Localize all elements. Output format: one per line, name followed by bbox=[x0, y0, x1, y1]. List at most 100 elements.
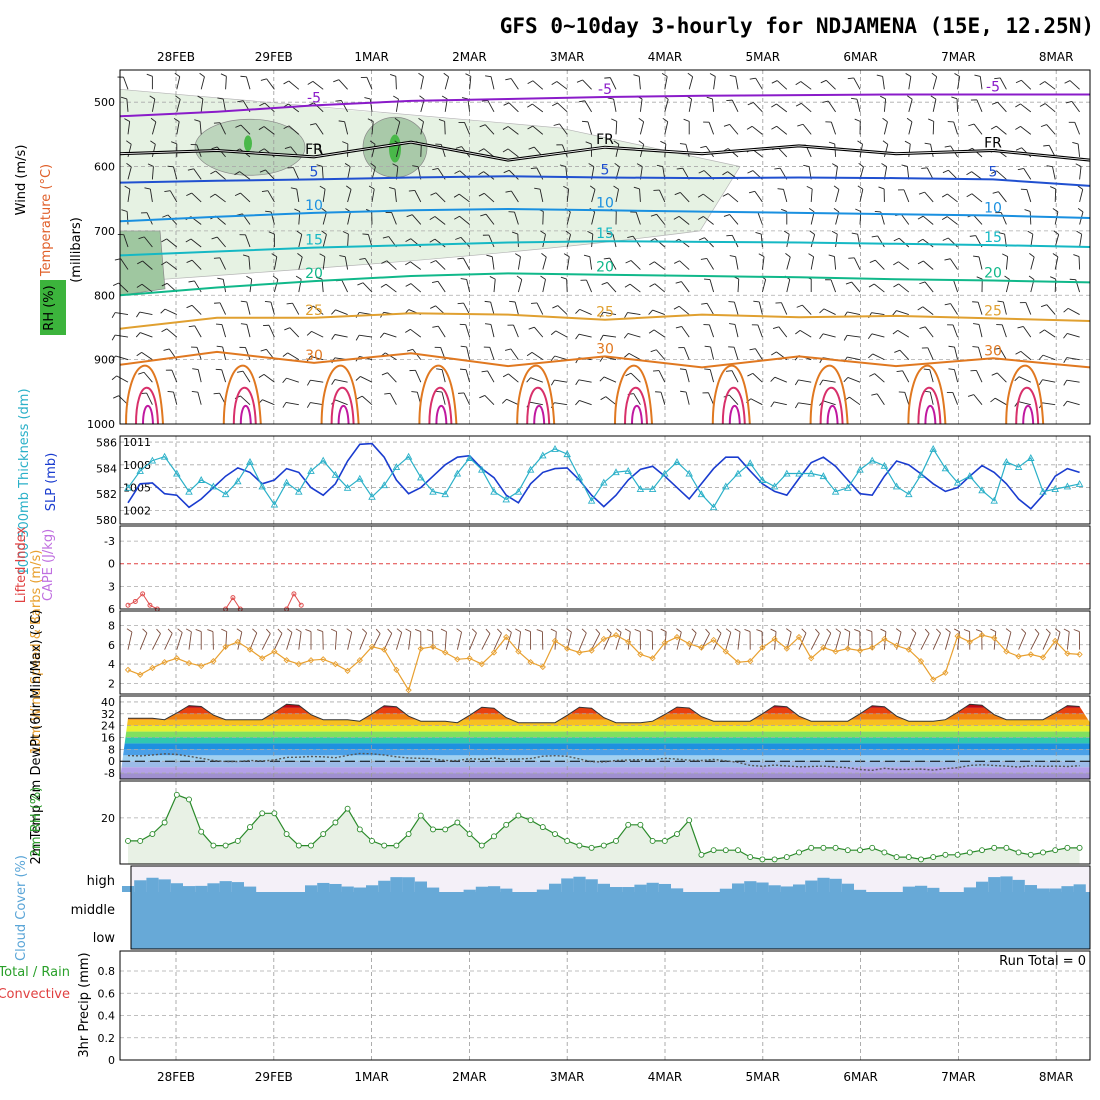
contour-35-diurnal bbox=[917, 386, 942, 425]
wind-barb-10m-feather bbox=[316, 629, 323, 633]
wind-barb bbox=[627, 333, 641, 338]
cloud-high-cell bbox=[414, 881, 427, 892]
wind-speed-point bbox=[173, 655, 180, 662]
wind-barb-feather bbox=[237, 370, 244, 373]
wind-barb bbox=[603, 376, 617, 383]
wind-barb-feather bbox=[553, 123, 560, 126]
rh-point bbox=[173, 791, 180, 798]
wind-barb bbox=[733, 301, 739, 315]
wind-speed-point bbox=[808, 655, 815, 662]
wind-barb-feather bbox=[679, 143, 686, 145]
wind-barb-feather bbox=[197, 95, 204, 100]
wind-speed-point bbox=[490, 649, 498, 656]
cloud-high-cell bbox=[549, 883, 562, 892]
wind-barb bbox=[760, 234, 763, 248]
cloud-high-cell bbox=[671, 888, 684, 892]
thickness-point bbox=[441, 490, 449, 498]
rh-point bbox=[259, 810, 266, 817]
wind-ylabel: 10m Wind Speed & Barbs (m/s) bbox=[29, 550, 44, 755]
temp-color-band bbox=[120, 725, 1090, 732]
contour-30-diurnal bbox=[222, 364, 262, 425]
wind-barb bbox=[146, 392, 153, 405]
cloud-high-cell bbox=[585, 879, 598, 892]
wind-barb-feather bbox=[419, 95, 425, 100]
cloud-high-cell bbox=[317, 882, 330, 892]
wind-speed-point bbox=[576, 649, 583, 656]
temperature-contour bbox=[119, 272, 1091, 297]
wind-barb bbox=[463, 392, 471, 405]
wind-barb-feather bbox=[991, 170, 997, 174]
wind-barb-feather bbox=[806, 185, 813, 190]
chart-title: GFS 0~10day 3-hourly for NDJAMENA (15E, … bbox=[500, 14, 1094, 38]
wind-barb-feather bbox=[345, 185, 352, 190]
wind-barb-feather bbox=[111, 355, 116, 362]
wind-speed-point bbox=[551, 637, 559, 645]
wind-barb bbox=[932, 76, 938, 90]
precip-tick-label: 0.8 bbox=[98, 965, 116, 978]
top-date-label: 6MAR bbox=[843, 50, 878, 64]
wind-barb-feather bbox=[478, 171, 484, 176]
wind-barb bbox=[347, 166, 351, 180]
wind-barb-10m bbox=[993, 631, 997, 650]
wind-barb bbox=[783, 189, 788, 203]
thickness-point bbox=[221, 490, 230, 498]
cloud-high-cell bbox=[915, 885, 928, 892]
wind-barb-feather bbox=[369, 140, 376, 145]
rh-point bbox=[405, 831, 412, 837]
contour-label: -5 bbox=[986, 79, 1000, 95]
cloud-high-cell bbox=[902, 886, 915, 892]
wind-barb bbox=[1066, 400, 1080, 406]
thickness-point bbox=[612, 468, 620, 476]
wind-speed-point bbox=[295, 660, 302, 668]
wind-barb bbox=[835, 189, 840, 203]
wind-barb bbox=[288, 80, 300, 90]
wind-barb-10m-feather bbox=[305, 629, 312, 633]
wind-barb-feather bbox=[728, 301, 735, 303]
contour-35-diurnal bbox=[428, 386, 453, 425]
bottom-date-label: 28FEB bbox=[157, 1070, 195, 1084]
wind-barb bbox=[877, 235, 885, 248]
wind-barb-feather bbox=[1017, 168, 1024, 171]
wind-barb bbox=[199, 121, 202, 135]
wind-barb bbox=[242, 370, 251, 383]
wind-barb bbox=[313, 305, 324, 315]
wind-barb-feather bbox=[749, 77, 756, 80]
temperature-contour bbox=[119, 240, 1091, 257]
temp-color-band bbox=[120, 755, 1090, 762]
rh-point bbox=[430, 826, 436, 833]
rh-point bbox=[186, 796, 192, 803]
wind-barb-feather bbox=[368, 185, 375, 190]
wind-barb bbox=[801, 304, 812, 315]
wind-barb bbox=[685, 369, 690, 383]
wind-barb-feather bbox=[161, 282, 168, 287]
contour-40-diurnal bbox=[337, 404, 350, 425]
wind-barb-feather bbox=[1040, 304, 1047, 308]
wind-barb-feather bbox=[795, 81, 802, 86]
wind-barb-feather bbox=[683, 118, 690, 122]
wind-barb-10m bbox=[725, 632, 732, 650]
thickness-point bbox=[673, 457, 681, 465]
wind-barb bbox=[729, 214, 739, 225]
wind-barb-10m bbox=[188, 631, 192, 650]
wind-barb bbox=[656, 214, 666, 225]
wind-barb-feather bbox=[828, 254, 835, 258]
rh-point bbox=[1027, 851, 1034, 858]
wind-barb-feather bbox=[660, 140, 667, 145]
contour-label: -5 bbox=[598, 82, 612, 98]
wind-barb-feather bbox=[845, 281, 852, 285]
wind-barb-10m bbox=[896, 632, 902, 650]
wind-barb-feather bbox=[319, 185, 326, 190]
wind-barb bbox=[639, 188, 641, 202]
wind-barb bbox=[908, 121, 913, 135]
thickness-point bbox=[234, 477, 242, 485]
wind-barb-10m bbox=[920, 633, 930, 650]
wind-barb bbox=[115, 312, 129, 316]
wind-barb bbox=[359, 334, 373, 338]
wind-barb-feather bbox=[697, 193, 704, 198]
wind-barb-10m-feather bbox=[880, 628, 887, 633]
wind-barb-10m bbox=[603, 633, 612, 650]
wind-barb-feather bbox=[607, 97, 614, 100]
thickness-point bbox=[526, 465, 535, 473]
wind-barb bbox=[240, 395, 251, 406]
